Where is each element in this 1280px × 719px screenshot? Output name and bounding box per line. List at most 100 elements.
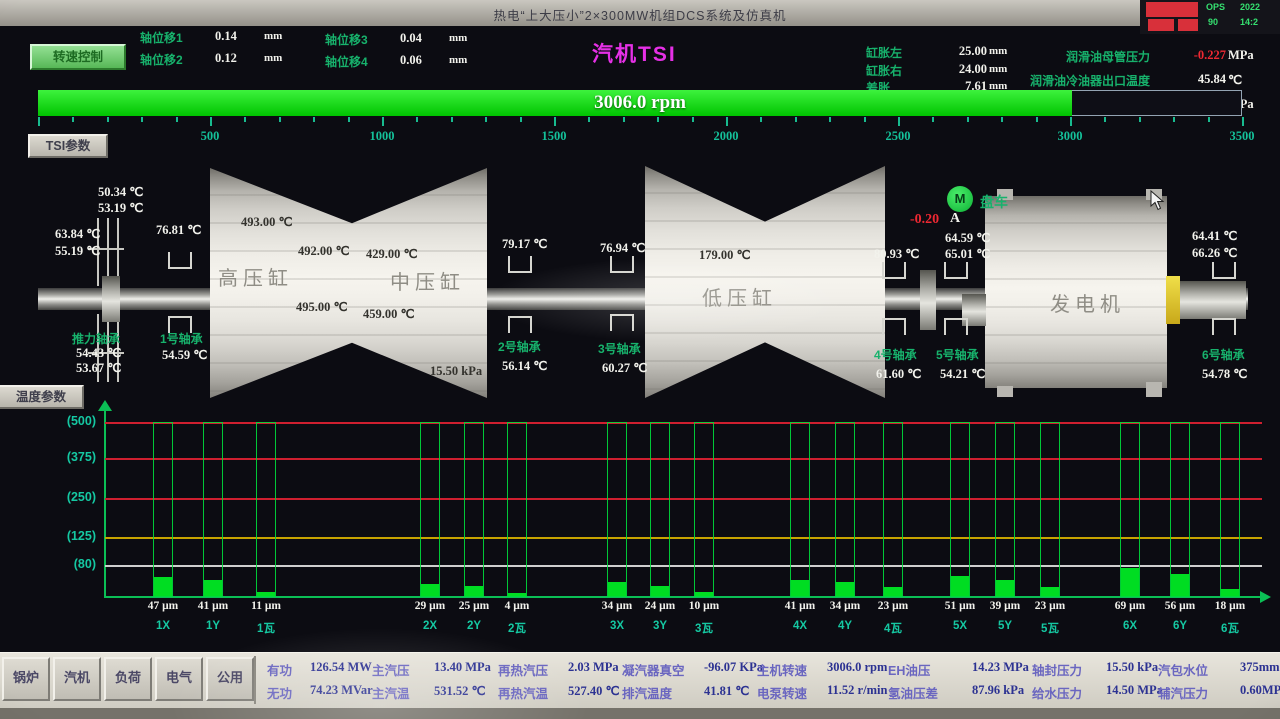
status-value: 14.23 MPa — [972, 660, 1029, 674]
speed-tick — [1207, 117, 1210, 122]
vibration-bar — [790, 422, 810, 597]
chart-gridline — [105, 565, 1262, 567]
vibration-category-label: 6X — [1122, 620, 1138, 632]
vibration-bar — [203, 422, 223, 597]
generator-tab — [997, 189, 1013, 200]
status-value: 3006.0 rpm — [827, 660, 888, 674]
expansion-label: 缸胀左 — [866, 46, 903, 60]
vibration-value-label: 34 μm — [829, 600, 861, 612]
vibration-value-label: 69 μm — [1114, 600, 1146, 612]
statusbar-tab-4[interactable]: 公用 — [206, 657, 254, 701]
speed-tick — [278, 117, 281, 122]
temperature-params-button[interactable]: 温度参数 — [0, 385, 84, 409]
speed-tick-label: 3000 — [1057, 129, 1083, 143]
thrust-bearing-temp-2: 53.67 ℃ — [76, 361, 122, 375]
displacement-value: 0.06 — [400, 53, 422, 67]
oil-unit: MPa — [1228, 48, 1254, 62]
expansion-value: 7.61 — [965, 79, 987, 93]
thrust-collar — [102, 276, 120, 322]
ip-exhaust-pressure: 15.50 kPa — [430, 364, 483, 378]
bearing-3-bracket-top — [610, 256, 634, 273]
bearing-6-temp: 54.78 ℃ — [1202, 367, 1248, 381]
displacement-label: 轴位移1 — [140, 31, 183, 45]
vibration-bar-fill — [884, 587, 902, 596]
speed-tick — [794, 117, 797, 122]
speed-tick — [382, 117, 384, 126]
thrust-bearing-graphic — [88, 248, 124, 250]
speed-control-button[interactable]: 转速控制 — [30, 44, 126, 70]
vibration-value-label: 34 μm — [601, 600, 633, 612]
speed-tick — [416, 117, 419, 122]
tsi-params-button[interactable]: TSI参数 — [28, 134, 108, 158]
chart-x-axis — [104, 596, 1262, 598]
bearing-6-label: 6号轴承 — [1202, 348, 1245, 362]
status-label: 凝汽器真空 — [622, 664, 685, 678]
status-label: 再热汽压 — [498, 664, 549, 678]
vibration-bar-fill — [836, 582, 854, 596]
generator-body — [985, 196, 1167, 388]
speed-tick — [588, 117, 591, 122]
oil-unit: ℃ — [1228, 73, 1243, 87]
ops-number: 90 — [1208, 17, 1219, 27]
status-label: 轴封压力 — [1032, 664, 1083, 678]
status-label: 给水压力 — [1032, 687, 1083, 701]
bearing-2-bracket-top — [508, 256, 532, 273]
vibration-bar-fill — [651, 586, 669, 596]
speed-tick — [450, 117, 453, 122]
chart-ytick-label: (250) — [66, 490, 96, 504]
vibration-category-label: 5瓦 — [1041, 623, 1059, 635]
speed-tick — [1035, 117, 1038, 122]
hp-temp-2: 492.00 ℃ — [298, 244, 350, 258]
speed-tick — [657, 117, 660, 122]
vibration-bar-fill — [996, 580, 1014, 596]
speed-tick — [932, 117, 935, 122]
statusbar-tabs: 锅炉 汽机 负荷 电气 公用 — [2, 657, 254, 701]
bearing-2-label: 2号轴承 — [498, 340, 541, 354]
vibration-category-label: 3X — [609, 620, 625, 632]
statusbar-tab-1[interactable]: 汽机 — [53, 657, 101, 701]
statusbar-divider — [254, 656, 256, 704]
status-value: 0.60MPa — [1240, 683, 1280, 697]
status-value: 11.52 r/min — [827, 683, 888, 697]
statusbar-tab-0[interactable]: 锅炉 — [2, 657, 50, 701]
bearing-1-label: 1号轴承 — [160, 332, 203, 346]
bearing-4-bracket-bottom — [882, 318, 906, 335]
speed-tick-label: 3500 — [1229, 129, 1255, 143]
status-value: 87.96 kPa — [972, 683, 1025, 697]
speed-tick — [863, 117, 866, 122]
bearing-5-bracket-bottom — [944, 318, 968, 335]
vibration-category-label: 2X — [422, 620, 438, 632]
speed-tick — [760, 117, 763, 122]
vibration-value-label: 51 μm — [944, 600, 976, 612]
statusbar-tab-2[interactable]: 负荷 — [104, 657, 152, 701]
vibration-bar — [650, 422, 670, 597]
speed-tick — [244, 117, 247, 122]
turning-gear-current-unit: A — [950, 211, 961, 226]
vibration-value-label: 24 μm — [644, 600, 676, 612]
speed-bar-empty — [1071, 90, 1242, 116]
expansion-value: 24.00 — [958, 62, 987, 76]
speed-tick — [175, 117, 178, 122]
vibration-bar-fill — [465, 586, 483, 596]
thrust-bearing-label: 推力轴承 — [72, 332, 121, 346]
vibration-bar-fill — [1171, 574, 1189, 596]
turning-gear-current: -0.20 — [910, 212, 940, 227]
vibration-bar — [153, 422, 173, 597]
vibration-value-label: 41 μm — [784, 600, 816, 612]
bearing-1-temp: 54.59 ℃ — [162, 348, 208, 362]
status-label: 无功 — [267, 687, 293, 701]
displacement-unit: mm — [449, 54, 468, 66]
vibration-category-label: 5X — [952, 620, 968, 632]
speed-tick — [622, 117, 625, 122]
vibration-bar-fill — [608, 582, 626, 596]
expansion-unit: mm — [989, 80, 1008, 92]
thrust-bearing-graphic — [88, 352, 124, 354]
statusbar-tab-3[interactable]: 电气 — [155, 657, 203, 701]
speed-tick — [141, 117, 144, 122]
vibration-bar — [607, 422, 627, 597]
displacement-unit: mm — [264, 52, 283, 64]
expansion-value: 25.00 — [958, 44, 987, 58]
turning-gear-motor-indicator: M — [947, 186, 973, 212]
vibration-bar — [995, 422, 1015, 597]
vibration-value-label: 23 μm — [877, 600, 909, 612]
